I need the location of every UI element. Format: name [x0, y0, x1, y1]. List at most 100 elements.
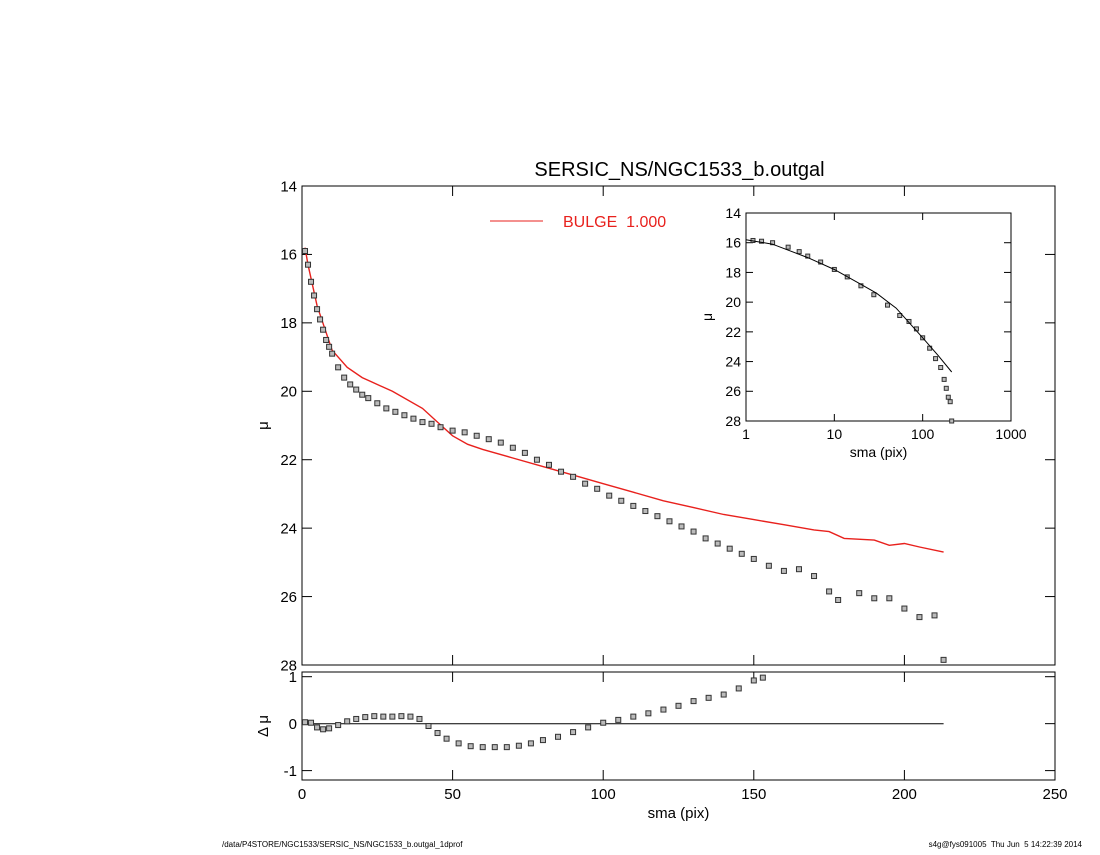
data-point: [949, 418, 955, 424]
y-tick-label: 22: [280, 452, 297, 469]
data-point: [491, 744, 498, 751]
data-point: [341, 374, 348, 381]
data-point: [311, 292, 318, 299]
inset-background: [696, 203, 1021, 469]
data-point: [582, 480, 589, 487]
data-point: [314, 724, 321, 731]
data-point: [660, 706, 667, 713]
legend-label: BULGE 1.000: [563, 214, 666, 231]
data-point: [344, 718, 351, 725]
x-tick-label: 0: [298, 786, 306, 803]
data-point: [901, 605, 908, 612]
data-point: [600, 719, 607, 726]
data-point: [606, 492, 613, 499]
data-point: [871, 292, 877, 298]
data-point: [410, 415, 417, 422]
y-axis-label: μ: [699, 313, 715, 321]
data-point: [726, 545, 733, 552]
data-point: [407, 713, 414, 720]
data-point: [630, 713, 637, 720]
data-point: [515, 742, 522, 749]
data-point: [308, 278, 315, 285]
data-point: [305, 261, 312, 268]
data-point: [449, 427, 456, 434]
y-tick-label: 22: [725, 324, 741, 340]
data-point: [796, 249, 802, 255]
data-point: [374, 400, 381, 407]
data-point: [705, 694, 712, 701]
data-point: [434, 730, 441, 737]
y-tick-label: 24: [280, 520, 297, 537]
data-point: [401, 412, 408, 419]
data-point: [347, 381, 354, 388]
data-point: [570, 729, 577, 736]
x-tick-label: 100: [911, 426, 935, 442]
data-point: [826, 588, 833, 595]
data-point: [335, 722, 342, 729]
data-point: [371, 713, 378, 720]
y-tick-label: 28: [280, 657, 297, 674]
footer-left: /data/P4STORE/NGC1533/SERSIC_NS/NGC1533_…: [222, 840, 463, 849]
data-point: [302, 719, 309, 726]
data-point: [302, 248, 309, 255]
chart-title: SERSIC_NS/NGC1533_b.outgal: [534, 159, 824, 181]
y-axis-label: Δ μ: [255, 715, 272, 737]
data-point: [443, 735, 450, 742]
data-point: [353, 715, 360, 722]
y-tick-label: 26: [725, 383, 741, 399]
data-point: [359, 391, 366, 398]
data-point: [558, 468, 565, 475]
y-tick-label: 20: [725, 294, 741, 310]
x-tick-label: 1: [742, 426, 750, 442]
data-point: [735, 685, 742, 692]
y-tick-label: -1: [284, 763, 297, 780]
data-point: [527, 740, 534, 747]
data-point: [759, 674, 766, 681]
data-point: [314, 306, 321, 313]
data-point: [702, 535, 709, 542]
data-point: [618, 497, 625, 504]
y-tick-label: 14: [725, 205, 741, 221]
data-point: [750, 555, 757, 562]
model-line: [745, 239, 953, 373]
data-point: [479, 744, 486, 751]
data-point: [353, 386, 360, 393]
data-point: [329, 350, 336, 357]
data-point: [795, 566, 802, 573]
data-point: [938, 365, 944, 371]
y-tick-label: 0: [289, 716, 297, 733]
data-point: [398, 713, 405, 720]
data-point: [533, 456, 540, 463]
data-point: [720, 691, 727, 698]
data-point: [678, 523, 685, 530]
data-point: [521, 449, 528, 456]
data-point: [308, 719, 315, 726]
y-tick-label: 16: [725, 235, 741, 251]
x-tick-label: 10: [827, 426, 843, 442]
plot-frame: [745, 212, 1012, 422]
data-point: [835, 596, 842, 603]
data-point: [416, 715, 423, 722]
y-tick-label: 18: [280, 315, 297, 332]
data-point: [389, 713, 396, 720]
x-tick-label: 150: [741, 786, 766, 803]
data-point: [947, 399, 953, 405]
data-point: [897, 313, 903, 319]
data-point: [317, 316, 324, 323]
data-point: [759, 238, 765, 244]
data-point: [654, 513, 661, 520]
data-point: [467, 743, 474, 750]
data-point: [943, 385, 949, 391]
y-axis-label: μ: [255, 421, 272, 430]
data-point: [428, 420, 435, 427]
data-point: [503, 744, 510, 751]
data-point: [555, 733, 562, 740]
x-axis-label: sma (pix): [850, 444, 908, 460]
data-point: [690, 528, 697, 535]
data-point: [425, 723, 432, 729]
x-tick-label: 50: [444, 786, 461, 803]
data-point: [645, 710, 652, 717]
data-point: [886, 595, 893, 602]
y-tick-label: 24: [725, 353, 741, 369]
